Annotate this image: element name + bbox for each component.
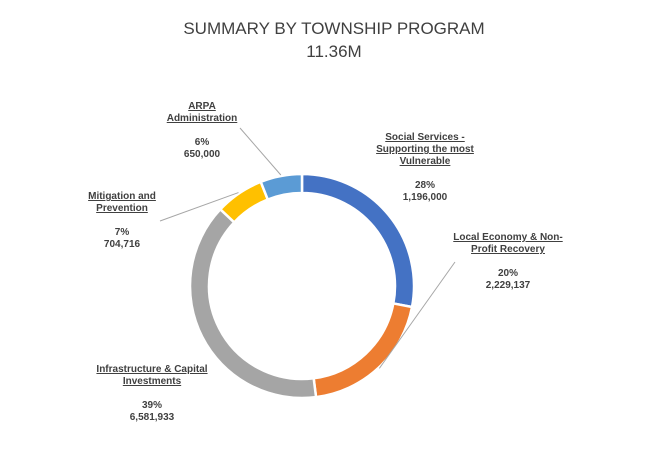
chart-subtitle: 11.36M	[306, 42, 361, 61]
slice-label-name-3-0: Mitigation and	[88, 191, 156, 202]
slice-label-name-3-1: Prevention	[96, 203, 148, 214]
leader-line-1	[378, 261, 456, 369]
slice-label-name-1-1: Profit Recovery	[471, 244, 545, 255]
slice-label-name-0-0: Social Services -	[385, 132, 465, 143]
data-labels-group: Social Services -Supporting the mostVuln…	[88, 101, 563, 423]
slice-label-name-4-0: ARPA	[188, 101, 216, 112]
slice-label-percent-1: 20%	[498, 268, 518, 279]
doughnut-slice-3	[218, 180, 270, 225]
slice-label-name-0-1: Supporting the most	[376, 144, 474, 155]
slice-label-percent-0: 28%	[415, 180, 435, 191]
doughnut-slice-0	[300, 172, 416, 309]
slice-label-name-0-2: Vulnerable	[400, 156, 451, 167]
slice-label-name-2-0: Infrastructure & Capital	[96, 364, 207, 375]
doughnut-slice-4	[259, 172, 304, 202]
slice-label-value-0: 1,196,000	[403, 192, 448, 203]
slice-label-percent-3: 7%	[115, 227, 130, 238]
slices-group	[188, 172, 416, 400]
slice-label-percent-4: 6%	[195, 137, 210, 148]
leader-line-4	[239, 127, 282, 176]
slice-label-value-3: 704,716	[104, 239, 141, 250]
doughnut-slice-1	[312, 301, 414, 399]
chart-title: SUMMARY BY TOWNSHIP PROGRAM	[183, 19, 484, 38]
slice-label-name-2-1: Investments	[123, 376, 182, 387]
leader-lines-group	[159, 127, 456, 369]
slice-label-percent-2: 39%	[142, 400, 162, 411]
slice-label-name-4-1: Administration	[167, 113, 238, 124]
slice-label-value-1: 2,229,137	[486, 280, 531, 291]
leader-line-3	[159, 192, 239, 222]
slice-label-value-2: 6,581,933	[130, 412, 175, 423]
slice-label-name-1-0: Local Economy & Non-	[453, 232, 562, 243]
doughnut-slice-2	[188, 207, 318, 400]
slice-label-value-4: 650,000	[184, 149, 221, 160]
